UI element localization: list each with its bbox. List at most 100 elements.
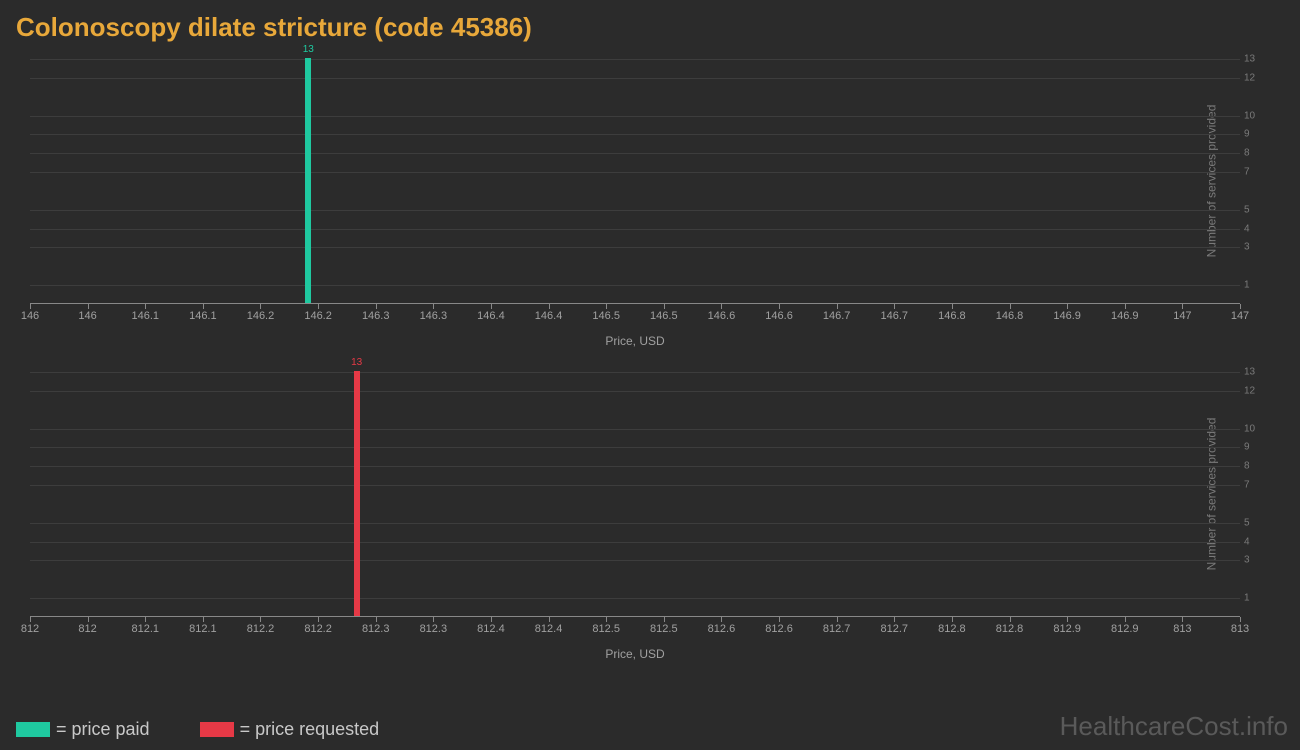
watermark: HealthcareCost.info <box>1060 711 1288 742</box>
swatch-paid <box>16 722 50 737</box>
x-tick <box>88 617 89 622</box>
grid-line <box>30 285 1240 286</box>
x-ticks-paid: 146146146.1146.1146.2146.2146.3146.3146.… <box>30 304 1240 320</box>
grid-line <box>30 485 1240 486</box>
x-tick <box>1067 617 1068 622</box>
legend: = price paid = price requested <box>16 719 379 740</box>
x-tick-label: 146.8 <box>938 310 966 322</box>
y-tick-label: 1 <box>1244 280 1262 291</box>
x-tick-label: 146.9 <box>1111 310 1139 322</box>
x-tick <box>260 617 261 622</box>
x-tick-label: 812.1 <box>189 623 217 635</box>
x-tick-label: 146.4 <box>477 310 505 322</box>
x-ticks-requested: 812812812.1812.1812.2812.2812.3812.3812.… <box>30 617 1240 633</box>
x-tick <box>1010 304 1011 309</box>
x-tick-label: 146.6 <box>708 310 736 322</box>
x-tick <box>145 304 146 309</box>
swatch-requested <box>200 722 234 737</box>
x-tick-label: 812.7 <box>823 623 851 635</box>
x-tick <box>952 304 953 309</box>
x-tick <box>433 304 434 309</box>
x-tick-label: 812 <box>21 623 39 635</box>
y-tick-label: 7 <box>1244 167 1262 178</box>
y-tick-label: 4 <box>1244 223 1262 234</box>
x-tick <box>549 304 550 309</box>
x-tick-label: 146.5 <box>650 310 678 322</box>
y-tick-label: 12 <box>1244 72 1262 83</box>
x-tick-label: 812 <box>78 623 96 635</box>
x-tick-label: 812.9 <box>1111 623 1139 635</box>
y-tick-label: 5 <box>1244 517 1262 528</box>
x-tick <box>1067 304 1068 309</box>
chart-paid: Number of services provided 134578910121… <box>30 59 1240 348</box>
x-tick-label: 146.1 <box>189 310 217 322</box>
grid-line <box>30 391 1240 392</box>
x-tick-label: 146.6 <box>765 310 793 322</box>
x-tick <box>491 617 492 622</box>
y-tick-label: 3 <box>1244 242 1262 253</box>
page-title: Colonoscopy dilate stricture (code 45386… <box>0 0 1300 51</box>
y-tick-label: 9 <box>1244 129 1262 140</box>
x-tick <box>318 304 319 309</box>
x-tick-label: 146.5 <box>592 310 620 322</box>
x-tick <box>549 617 550 622</box>
grid-line <box>30 153 1240 154</box>
x-tick <box>894 304 895 309</box>
x-tick-label: 146.8 <box>996 310 1024 322</box>
x-axis-label: Price, USD <box>30 334 1240 348</box>
grid-line <box>30 247 1240 248</box>
y-tick-label: 10 <box>1244 110 1262 121</box>
x-tick <box>1182 304 1183 309</box>
y-tick-label: 7 <box>1244 480 1262 491</box>
x-tick-label: 146.1 <box>131 310 159 322</box>
x-tick <box>376 617 377 622</box>
x-tick-label: 147 <box>1173 310 1191 322</box>
grid-line <box>30 172 1240 173</box>
x-tick <box>260 304 261 309</box>
x-tick <box>1182 617 1183 622</box>
x-tick <box>1125 617 1126 622</box>
plot-paid: Number of services provided 134578910121… <box>30 59 1240 304</box>
grid-line <box>30 229 1240 230</box>
x-tick <box>837 304 838 309</box>
x-tick <box>606 304 607 309</box>
x-tick <box>1125 304 1126 309</box>
x-tick-label: 812.6 <box>765 623 793 635</box>
x-tick <box>664 304 665 309</box>
grid-line <box>30 429 1240 430</box>
x-tick-label: 812.3 <box>420 623 448 635</box>
x-tick-label: 812.2 <box>247 623 275 635</box>
x-tick-label: 812.1 <box>131 623 159 635</box>
x-tick-label: 813 <box>1231 623 1249 635</box>
grid-line <box>30 78 1240 79</box>
x-tick-label: 146.9 <box>1053 310 1081 322</box>
bar-label: 13 <box>303 44 314 55</box>
grid-line <box>30 542 1240 543</box>
x-tick-label: 812.3 <box>362 623 390 635</box>
x-tick <box>30 304 31 309</box>
y-tick-label: 1 <box>1244 593 1262 604</box>
x-tick <box>1010 617 1011 622</box>
x-tick <box>88 304 89 309</box>
x-tick <box>952 617 953 622</box>
y-tick-label: 5 <box>1244 204 1262 215</box>
x-tick-label: 812.4 <box>535 623 563 635</box>
x-tick <box>721 617 722 622</box>
x-tick <box>318 617 319 622</box>
grid-line <box>30 372 1240 373</box>
legend-item-requested: = price requested <box>200 719 380 740</box>
y-tick-label: 12 <box>1244 385 1262 396</box>
legend-item-paid: = price paid <box>16 719 150 740</box>
x-tick <box>203 617 204 622</box>
x-tick-label: 146 <box>21 310 39 322</box>
grid-line <box>30 523 1240 524</box>
bar-paid: 13 <box>305 58 311 303</box>
x-tick <box>433 617 434 622</box>
x-tick-label: 812.8 <box>996 623 1024 635</box>
x-tick-label: 146.3 <box>362 310 390 322</box>
x-tick-label: 146.7 <box>823 310 851 322</box>
x-tick-label: 146 <box>78 310 96 322</box>
y-axis-label: Number of services provided <box>1205 105 1219 258</box>
x-tick <box>1240 304 1241 309</box>
y-tick-label: 4 <box>1244 536 1262 547</box>
